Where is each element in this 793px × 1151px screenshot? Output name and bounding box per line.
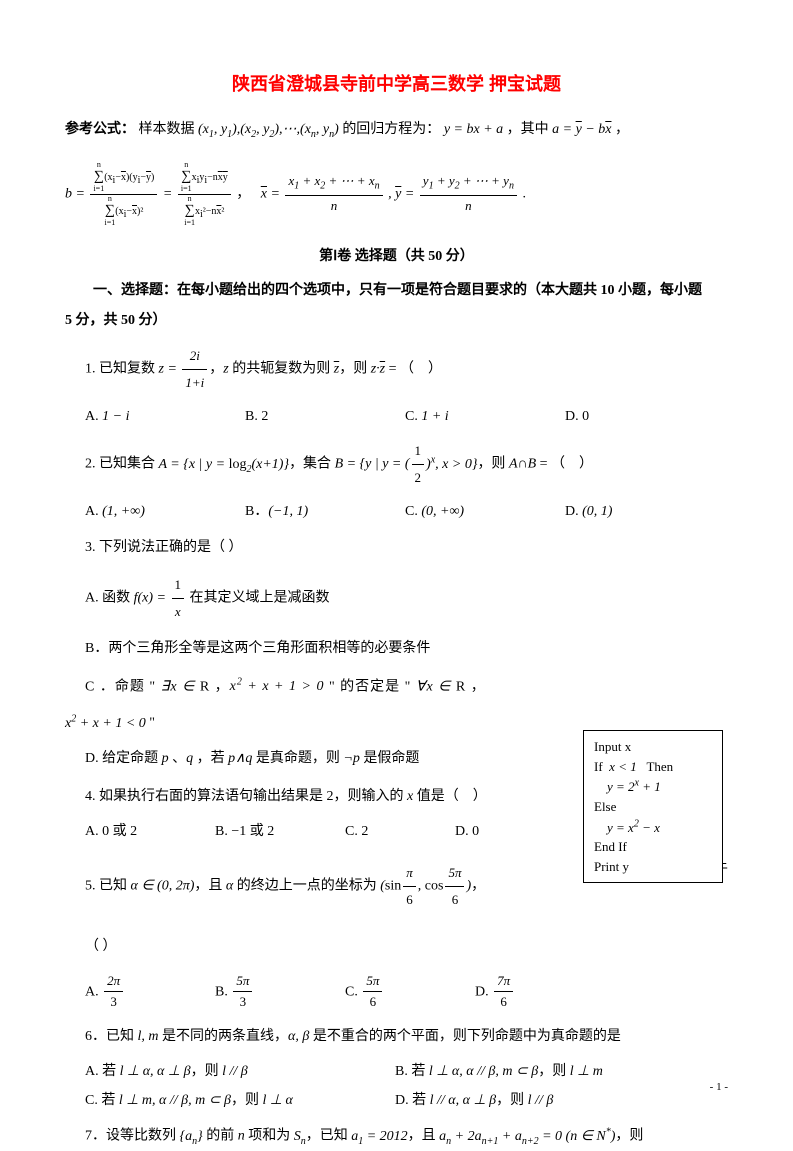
code-l1: Input x xyxy=(594,737,712,757)
q5-opt-a: A. 2π3 xyxy=(85,971,205,1014)
section-1-header: 一、选择题：在每小题给出的四个选项中，只有一项是符合题目要求的（本大题共 10 … xyxy=(65,280,728,302)
question-2: 2. 已知集合 A = {x | y = log2(x+1)}，集合 B = {… xyxy=(85,438,728,491)
q1-opt-a: A. 1 − i xyxy=(85,406,235,428)
q3-opt-b: B．两个三角形全等是这两个三角形面积相等的必要条件 xyxy=(85,635,728,663)
q2-opt-b: B．(−1, 1) xyxy=(245,501,395,523)
question-1-options: A. 1 − i B. 2 C. 1 + i D. 0 xyxy=(85,406,728,428)
code-l3: y = 2x + 1 xyxy=(594,776,712,797)
q2-opt-d: D. (0, 1) xyxy=(565,501,715,523)
formula-a: a = y − bx xyxy=(552,122,611,137)
section-1-header-2: 5 分，共 50 分） xyxy=(65,310,728,332)
q2-opt-c: C. (0, +∞) xyxy=(405,501,555,523)
question-5-options: A. 2π3 B. 5π3 C. 5π6 D. 7π6 xyxy=(85,971,728,1014)
formula-text-2: ，其中 xyxy=(507,122,549,137)
q6-opt-c: C. 若 l ⊥ m, α // β, m ⊂ β，则 l ⊥ α xyxy=(85,1090,385,1112)
section-1-title: 第Ⅰ卷 选择题（共 50 分） xyxy=(65,246,728,268)
question-6-options-2: C. 若 l ⊥ m, α // β, m ⊂ β，则 l ⊥ α D. 若 l… xyxy=(85,1090,728,1112)
question-2-options: A. (1, +∞) B．(−1, 1) C. (0, +∞) D. (0, 1… xyxy=(85,501,728,523)
q1-opt-d: D. 0 xyxy=(565,406,715,428)
formula-line-1: 参考公式： 样本数据 (x1, y1),(x2, y2),⋯,(xn, yn) … xyxy=(65,119,728,143)
formula-text-1: 样本数据 (x1, y1),(x2, y2),⋯,(xn, yn) 的回归方程为… xyxy=(139,122,441,137)
q1-opt-c: C. 1 + i xyxy=(405,406,555,428)
q4-opt-a: A. 0 或 2 xyxy=(85,821,205,843)
q1-opt-b: B. 2 xyxy=(245,406,395,428)
q6-opt-b: B. 若 l ⊥ α, α // β, m ⊂ β，则 l ⊥ m xyxy=(395,1061,603,1083)
q5-opt-b: B. 5π3 xyxy=(215,971,335,1014)
q5-opt-d: D. 7π6 xyxy=(475,971,595,1014)
formula-text-3: ， xyxy=(615,122,629,137)
code-l2: If x < 1 Then xyxy=(594,757,712,777)
question-3: 3. 下列说法正确的是（ ） xyxy=(85,534,728,562)
q6-opt-d: D. 若 l // α, α ⊥ β，则 l // β xyxy=(395,1090,553,1112)
q5-paren: （ ） xyxy=(85,933,728,961)
question-1: 1. 已知复数 z = 2i1+i，z 的共轭复数为则 z，则 z·z = （ … xyxy=(85,343,728,396)
page-title: 陕西省澄城县寺前中学高三数学 押宝试题 xyxy=(65,70,728,99)
formula-line-2: b = n∑i=1(xi−x)(yi−y)n∑i=1(xi−x)² = n∑i=… xyxy=(65,161,728,228)
code-l4: Else xyxy=(594,797,712,817)
algorithm-code-box: Input x If x < 1 Then y = 2x + 1 Else y … xyxy=(583,730,723,883)
formula-eq-1: y = bx + a xyxy=(444,122,503,137)
page-number: - 1 - xyxy=(710,1079,728,1097)
question-6: 6．已知 l, m 是不同的两条直线，α, β 是不重合的两个平面，则下列命题中… xyxy=(85,1023,728,1051)
q3-opt-c: C ．命题 " ∃x ∈ R ，x2 + x + 1 > 0 " 的否定是 " … xyxy=(85,673,728,702)
q4-opt-d: D. 0 xyxy=(455,821,535,843)
q4-opt-c: C. 2 xyxy=(345,821,445,843)
question-7: 7．设等比数列 {an} 的前 n 项和为 Sn，已知 a1 = 2012，且 … xyxy=(85,1122,728,1151)
q6-opt-a: A. 若 l ⊥ α, α ⊥ β，则 l // β xyxy=(85,1061,385,1083)
question-6-options-1: A. 若 l ⊥ α, α ⊥ β，则 l // β B. 若 l ⊥ α, α… xyxy=(85,1061,728,1083)
q5-opt-c: C. 5π6 xyxy=(345,971,465,1014)
code-l6: End If xyxy=(594,837,712,857)
question-5: 5. 已知 α ∈ (0, 2π)，且 α 的终边上一点的坐标为 (sinπ6,… xyxy=(85,860,565,913)
q4-opt-b: B. −1 或 2 xyxy=(215,821,335,843)
formula-label: 参考公式： xyxy=(65,122,135,137)
code-l5: y = x2 − x xyxy=(594,816,712,837)
q3-opt-a: A. 函数 f(x) = 1x 在其定义域上是减函数 xyxy=(85,572,728,625)
q2-opt-a: A. (1, +∞) xyxy=(85,501,235,523)
code-l7: Print y xyxy=(594,857,712,877)
